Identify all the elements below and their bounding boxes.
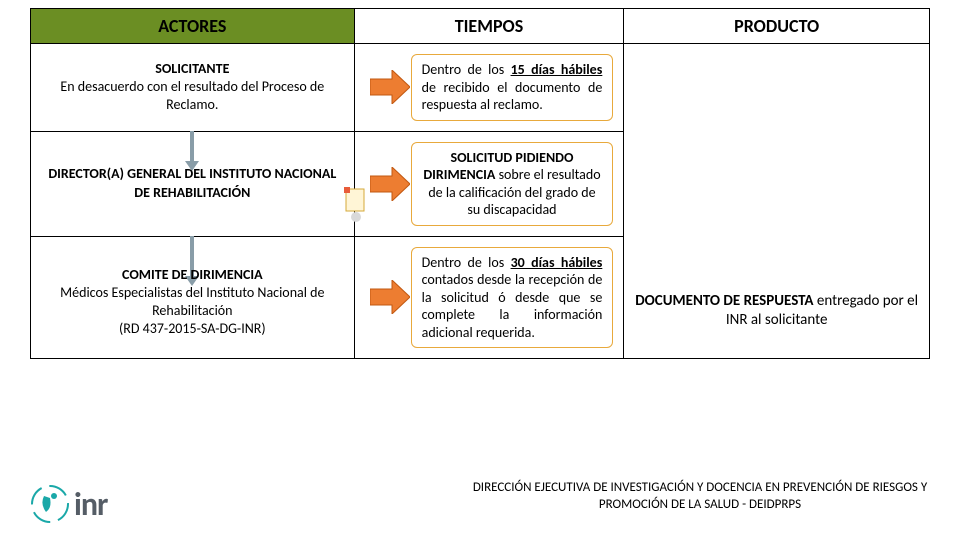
text: contados desde la recepción de la solici… xyxy=(422,271,603,341)
producto-cell: DOCUMENTO DE RESPUESTA entregado por el … xyxy=(624,44,930,359)
text: Dentro de los xyxy=(422,61,511,78)
actor-title: COMITE DE DIRIMENCIA xyxy=(41,266,344,284)
logo-icon xyxy=(30,484,70,524)
text-bold: 30 días hábiles xyxy=(511,254,603,271)
actor-title: DIRECTOR(A) GENERAL DEL INSTITUTO NACION… xyxy=(41,165,344,201)
arrow-right-icon xyxy=(370,280,410,314)
note-icon xyxy=(342,187,370,223)
header-tiempos: TIEMPOS xyxy=(354,9,624,44)
actor-sub1: Médicos Especialistas del Instituto Naci… xyxy=(41,284,344,320)
logo-text: inr xyxy=(74,485,107,524)
header-actores: ACTORES xyxy=(31,9,355,44)
arrow-right-icon xyxy=(370,167,410,201)
actor-solicitante: SOLICITANTE En desacuerdo con el resulta… xyxy=(31,44,355,132)
footer-credit: DIRECCIÓN EJECUTIVA DE INVESTIGACIÓN Y D… xyxy=(470,480,930,514)
actor-subtitle: En desacuerdo con el resultado del Proce… xyxy=(41,78,344,114)
actor-sub2: (RD 437-2015-SA-DG-INR) xyxy=(41,320,344,338)
text: Dentro de los xyxy=(422,254,511,271)
producto-bold: DOCUMENTO DE RESPUESTA xyxy=(635,292,813,310)
arrow-right-icon xyxy=(370,70,410,104)
callout-row2: SOLICITUD PIDIENDO DIRIMENCIA sobre el r… xyxy=(411,142,614,226)
tiempo-row1: Dentro de los 15 días hábiles de recibid… xyxy=(354,44,624,132)
tiempo-row2: SOLICITUD PIDIENDO DIRIMENCIA sobre el r… xyxy=(354,131,624,236)
header-producto: PRODUCTO xyxy=(624,9,930,44)
actor-title: SOLICITANTE xyxy=(41,60,344,78)
callout-row1: Dentro de los 15 días hábiles de recibid… xyxy=(411,54,614,121)
logo: inr xyxy=(30,484,107,524)
text-bold: 15 días hábiles xyxy=(511,61,603,78)
actor-director: DIRECTOR(A) GENERAL DEL INSTITUTO NACION… xyxy=(31,131,355,236)
actor-comite: COMITE DE DIRIMENCIA Médicos Especialist… xyxy=(31,236,355,359)
callout-row3: Dentro de los 30 días hábiles contados d… xyxy=(411,247,614,349)
tiempo-row3: Dentro de los 30 días hábiles contados d… xyxy=(354,236,624,359)
text: de recibido el documento de respuesta al… xyxy=(422,79,603,114)
process-table: ACTORES TIEMPOS PRODUCTO SOLICITANTE En … xyxy=(30,8,930,359)
